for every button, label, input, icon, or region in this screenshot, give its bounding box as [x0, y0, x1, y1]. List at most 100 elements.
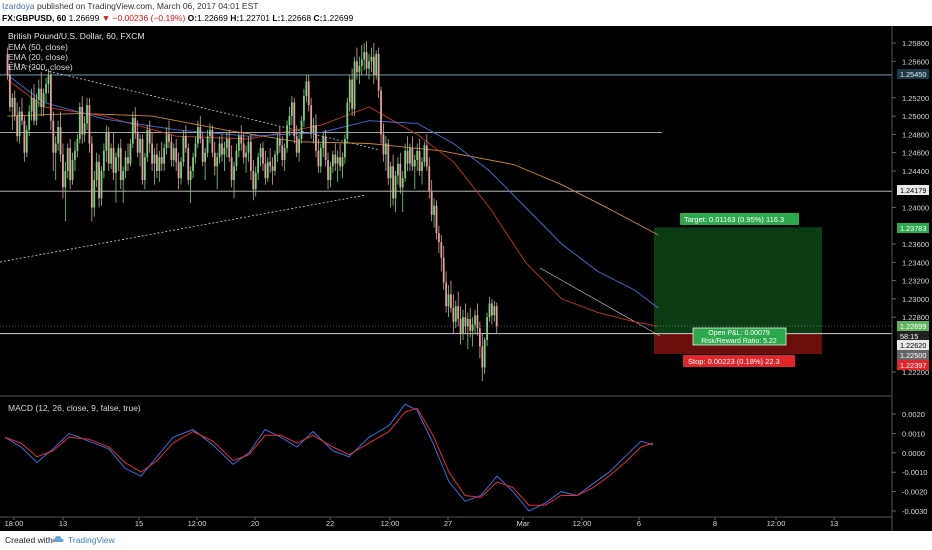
candle [442, 245, 445, 290]
publish-line: Izardoya published on TradingView.com, M… [2, 1, 258, 13]
candle [64, 161, 67, 222]
candle [298, 134, 301, 162]
candle-body [247, 141, 250, 153]
footer-bar: Created with TradingView [0, 531, 932, 550]
candle-body [115, 157, 117, 173]
price-tag-last: 1.22699 [900, 322, 926, 331]
chart-canvas[interactable]: 1.25800 1.25600 1.25200 1.25000 1.24800 1.246… [0, 26, 932, 531]
candle [341, 152, 344, 179]
price-tag-last-bg [897, 321, 929, 331]
ema50-line [7, 74, 659, 309]
candle [182, 129, 185, 167]
candle [464, 303, 467, 334]
candle-body [269, 161, 272, 167]
symbol-label: FX:GBPUSD, 60 [2, 13, 67, 23]
candle-body [90, 143, 93, 208]
risk-reward-label: Risk/Reward Ratio: 5.22 [701, 338, 777, 345]
candle-body [360, 59, 363, 66]
candle [180, 157, 182, 185]
candle-body [298, 138, 301, 153]
candle-body [59, 127, 62, 155]
candle-body [74, 150, 76, 160]
time-tick-label: 12:00 [767, 519, 786, 528]
candle-body [310, 105, 313, 133]
candle [315, 114, 317, 158]
candle-body [30, 97, 33, 112]
candle [131, 111, 134, 149]
candle [119, 138, 122, 190]
candle [452, 294, 455, 334]
candle-body [81, 106, 84, 135]
candle [358, 56, 361, 85]
candle [240, 125, 243, 151]
close-value: 1.22699 [322, 13, 354, 23]
candle-body [387, 143, 390, 179]
candle-body [112, 148, 115, 173]
candle-body [377, 53, 380, 91]
candle [375, 50, 378, 80]
candle-body [483, 340, 486, 368]
candle-body [105, 132, 108, 151]
candle-body [57, 127, 60, 144]
candle-body [66, 148, 69, 171]
candle-body [254, 172, 257, 190]
candle-body [209, 129, 211, 137]
candle [78, 102, 81, 144]
candle [476, 303, 479, 336]
candle [187, 143, 190, 185]
candle-body [25, 129, 28, 153]
candle-body [93, 180, 96, 208]
candle [242, 132, 245, 164]
candle-body [129, 143, 132, 164]
price-tag-target: 1.23783 [900, 224, 926, 233]
tradingview-brand[interactable]: TradingView [68, 535, 115, 545]
candle-body [493, 306, 496, 316]
time-tick-label: 13 [830, 519, 838, 528]
candle [459, 306, 462, 345]
close-label: C: [313, 13, 323, 23]
candle [52, 111, 55, 171]
candle-body [103, 150, 105, 171]
candle-body [363, 52, 366, 60]
candle-body [394, 175, 397, 199]
candle-body [228, 138, 231, 158]
candle-body [28, 111, 31, 130]
candle-body [281, 145, 284, 160]
candle-body [440, 242, 443, 258]
candle-body [47, 74, 50, 85]
candle [336, 150, 339, 182]
candle-body [346, 102, 349, 139]
candle-body [348, 79, 351, 103]
candle [233, 161, 235, 199]
candle-body [447, 294, 450, 307]
created-with-text: Created with [5, 535, 53, 545]
author-link[interactable]: Izardoya [2, 1, 35, 11]
candle-body [264, 163, 267, 179]
candle [168, 120, 170, 149]
candle-body [351, 79, 354, 109]
candle-body [124, 157, 127, 171]
macd-title: MACD (12, 26, close, 9, false, true) [8, 403, 141, 413]
time-tick-label: 12:00 [573, 519, 592, 528]
macd-tick-label: -0.0020 [902, 488, 927, 497]
chart-area[interactable]: 1.25800 1.25600 1.25200 1.25000 1.24800 1.246… [0, 26, 932, 531]
candle [266, 157, 269, 182]
candle-body [336, 157, 339, 164]
candle-body [356, 61, 358, 73]
candle-body [182, 136, 185, 162]
candle-body [206, 136, 209, 153]
candle-body [233, 166, 235, 181]
candle-body [392, 166, 394, 199]
candle-body [230, 157, 233, 181]
candle [74, 141, 76, 171]
candle [156, 143, 158, 179]
candle-body [211, 129, 214, 153]
candle-body [404, 150, 407, 179]
price-tick-label: 1.23200 [902, 277, 929, 286]
stop-label: Stop: 0.00223 (0.18%) 22.3 [688, 357, 780, 366]
candle-body [257, 157, 260, 173]
candle-body [201, 138, 204, 162]
candle-body [76, 138, 79, 151]
macd-tick-label: -0.0010 [902, 468, 927, 477]
candle-body [430, 191, 433, 215]
